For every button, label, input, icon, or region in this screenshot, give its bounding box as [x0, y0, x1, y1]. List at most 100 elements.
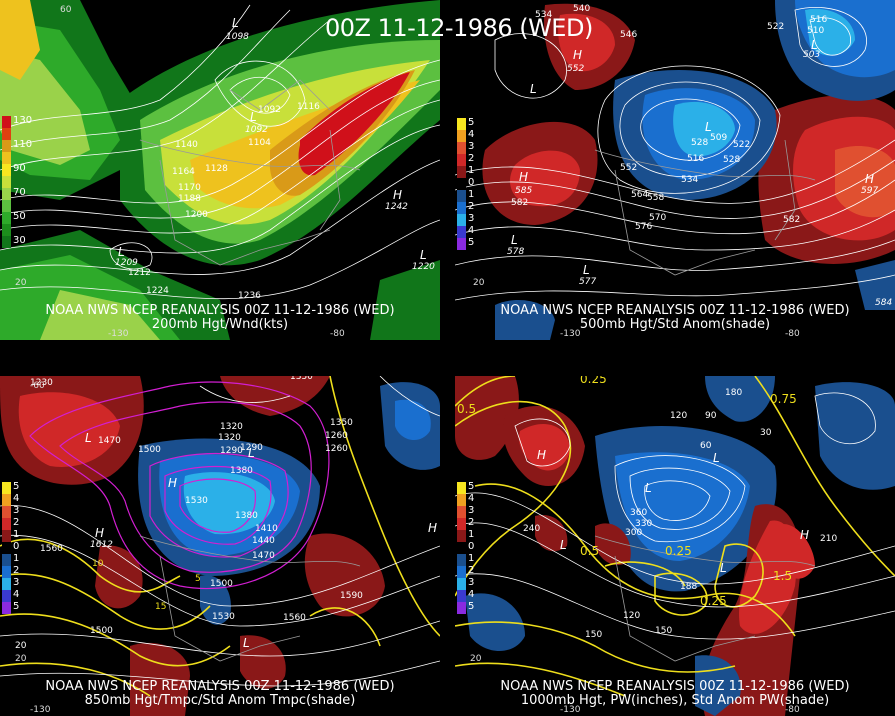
contour-label: 1220 [412, 262, 435, 272]
legend-swatch [457, 154, 466, 166]
legend-item: 3 [457, 505, 491, 518]
svg-text:-130: -130 [560, 705, 581, 715]
legend-label: 1 [468, 553, 475, 564]
high-marker: H [428, 521, 438, 535]
contour-label: 1209 [115, 258, 138, 268]
contour-label: 522 [733, 140, 751, 150]
contour-label: 1.5 [773, 569, 793, 583]
page-title: 00Z 11-12-1986 (WED) [325, 14, 593, 42]
high-marker: H [537, 448, 547, 462]
contour-label: 1500 [138, 445, 161, 455]
contour-label: 210 [820, 534, 838, 544]
low-marker: L [645, 481, 652, 495]
contour-label: 0.5 [457, 402, 477, 416]
legend-swatch [2, 482, 11, 494]
contour-label: 534 [681, 175, 699, 185]
svg-text:-130: -130 [30, 705, 51, 715]
contour-label: 1320 [220, 422, 243, 432]
contour-label: 1092 [245, 125, 268, 135]
contour-label: 1128 [205, 164, 228, 174]
legend-swatch [457, 518, 466, 530]
low-marker: L [511, 233, 518, 247]
contour-label: 564 [631, 190, 649, 200]
legend-swatch [2, 152, 11, 164]
svg-text:20: 20 [473, 278, 485, 288]
contour-label: 558 [647, 193, 665, 203]
legend-swatch [2, 212, 11, 224]
contour-label: 528 [723, 155, 741, 165]
contour-label: 330 [635, 519, 653, 529]
legend-swatch [2, 542, 11, 554]
legend-label: 5 [468, 117, 475, 128]
panel-200mb: 60 20 -130 -80 130 110 90 70 50 30 1092 1116 … [0, 0, 440, 340]
contour-label: 1230 [30, 378, 53, 388]
contour-label: 1260 [325, 431, 348, 441]
high-marker: H [95, 526, 105, 540]
contour-label: 120 [623, 611, 641, 621]
legend-swatch [2, 164, 11, 176]
contour-label: 1440 [252, 536, 275, 546]
contour-label: 1260 [325, 444, 348, 454]
svg-text:-130: -130 [560, 329, 581, 339]
legend-label: 4 [468, 225, 475, 236]
legend-item: 4 [2, 589, 36, 602]
legend-swatch [2, 530, 11, 542]
legend-item: 1 [457, 529, 491, 542]
contour-label: 1612 [90, 540, 113, 550]
contour-label: 1236 [238, 291, 261, 301]
contour-label: 10 [92, 559, 104, 569]
legend-swatch [457, 554, 466, 566]
low-marker: L [713, 451, 720, 465]
high-marker: H [865, 172, 875, 186]
map-1000mb: 20 -130 -80 [455, 376, 895, 716]
legend-swatch [457, 506, 466, 518]
panel-caption-line1: NOAA NWS NCEP REANALYSIS 00Z 11-12-1986 … [45, 303, 395, 318]
contour-label: 1470 [252, 551, 275, 561]
legend-label: 90 [13, 163, 26, 174]
svg-text:-130: -130 [108, 329, 129, 339]
legend-item: 5 [457, 481, 491, 494]
legend-item: 0 [2, 541, 36, 554]
high-marker: H [573, 48, 583, 62]
legend-item: 5 [457, 237, 491, 250]
legend-label: 2 [468, 153, 475, 164]
contour-label: 1560 [283, 613, 306, 623]
contour-label: 1140 [175, 140, 198, 150]
contour-label: 30 [760, 428, 772, 438]
legend-label: 1 [468, 165, 475, 176]
low-marker: L [243, 636, 250, 650]
panel-caption-line1: NOAA NWS NCEP REANALYSIS 00Z 11-12-1986 … [45, 679, 395, 694]
contour-label: 1242 [385, 202, 408, 212]
legend-label: 70 [13, 187, 26, 198]
legend-label: 50 [13, 211, 26, 222]
legend-label: 2 [13, 517, 20, 528]
legend-label: 3 [468, 505, 475, 516]
contour-label: 516 [810, 15, 828, 25]
legend-item: 30 [2, 235, 36, 248]
legend-label: 5 [468, 237, 475, 248]
legend-label: 3 [468, 141, 475, 152]
legend-item: 70 [2, 187, 36, 200]
legend-swatch [2, 236, 11, 248]
contour-label: 1170 [178, 183, 201, 193]
contour-label: 0.5 [580, 544, 600, 558]
legend-label: 4 [468, 129, 475, 140]
legend-item: 50 [2, 211, 36, 224]
panel-caption-line1: NOAA NWS NCEP REANALYSIS 00Z 11-12-1986 … [500, 303, 850, 318]
contour-label: 578 [507, 247, 525, 257]
svg-text:60: 60 [60, 5, 72, 15]
legend-item: 5 [2, 601, 36, 614]
contour-label: 1116 [297, 102, 320, 112]
legend-swatch [457, 190, 466, 202]
svg-text:-60: -60 [30, 381, 45, 391]
legend-item: 3 [2, 577, 36, 590]
contour-label: 60 [700, 441, 712, 451]
legend-swatch [457, 542, 466, 554]
legend-item: 3 [457, 141, 491, 154]
panel-caption-line2: 1000mb Hgt, PW(inches), Std Anom PW(shad… [520, 693, 830, 708]
contour-label: 597 [861, 186, 879, 196]
legend-swatch [2, 566, 11, 578]
legend-item: 1 [2, 553, 36, 566]
